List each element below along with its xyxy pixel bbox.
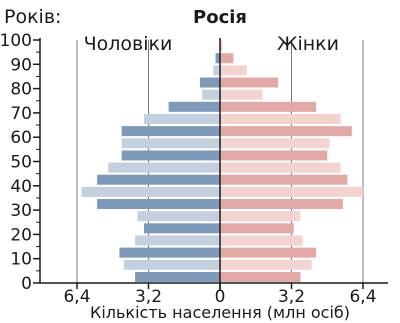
x-axis-label: Кількість населення (млн осіб) — [90, 303, 350, 322]
y-tick-label: 40 — [10, 177, 32, 197]
bar-female-35 — [220, 186, 363, 197]
bar-male-85 — [213, 65, 220, 76]
y-tick-label: 50 — [10, 153, 32, 173]
bar-female-70 — [220, 101, 317, 112]
bar-female-90 — [220, 53, 234, 64]
bar-male-80 — [199, 77, 220, 88]
bar-male-90 — [215, 53, 220, 64]
bar-female-65 — [220, 113, 341, 124]
bar-male-0 — [135, 271, 220, 282]
female-series-label: Жінки — [277, 33, 339, 55]
y-tick-label: 10 — [10, 250, 32, 270]
x-tick-label: 3,2 — [278, 287, 305, 307]
y-tick-label: 90 — [10, 55, 32, 75]
bar-female-95 — [220, 41, 223, 52]
y-tick-label: 0 — [21, 274, 32, 294]
bar-male-75 — [202, 89, 220, 100]
x-tick-label: 3,2 — [135, 287, 162, 307]
bar-female-5 — [220, 259, 312, 270]
x-tick-label: 0 — [215, 287, 226, 307]
y-tick-label: 70 — [10, 104, 32, 124]
bar-male-15 — [135, 235, 220, 246]
axes — [33, 38, 388, 290]
bar-male-60 — [121, 126, 220, 137]
bar-female-80 — [220, 77, 279, 88]
y-tick-label: 30 — [10, 201, 32, 221]
y-tick-label: 100 — [0, 31, 32, 51]
bar-female-40 — [220, 174, 348, 185]
bar-male-55 — [121, 138, 220, 149]
bar-male-30 — [97, 199, 220, 210]
bar-female-85 — [220, 65, 247, 76]
bar-female-45 — [220, 162, 341, 173]
bar-female-25 — [220, 211, 301, 222]
bar-male-45 — [108, 162, 220, 173]
chart-title: Росія — [193, 7, 247, 28]
bar-female-0 — [220, 271, 301, 282]
bar-female-55 — [220, 138, 330, 149]
bar-male-5 — [123, 259, 220, 270]
bar-male-50 — [121, 150, 220, 161]
tick-labels: 0 10 20 30 40 50 60 70 80 90 100 6,4 3,2 0 3,2 6,4 — [0, 31, 377, 307]
bar-male-65 — [144, 113, 220, 124]
x-tick-label: 6,4 — [63, 287, 90, 307]
bar-male-35 — [81, 186, 220, 197]
y-axis-label: Років: — [4, 6, 61, 28]
bar-female-20 — [220, 223, 294, 234]
bar-female-15 — [220, 235, 303, 246]
bar-female-30 — [220, 199, 343, 210]
bar-male-70 — [168, 101, 220, 112]
y-tick-label: 80 — [10, 80, 32, 100]
bar-female-10 — [220, 247, 317, 258]
bar-female-50 — [220, 150, 328, 161]
male-series-label: Чоловіки — [84, 33, 173, 55]
bar-male-40 — [97, 174, 220, 185]
bar-male-20 — [144, 223, 220, 234]
bar-male-25 — [137, 211, 220, 222]
bars — [81, 41, 363, 282]
y-tick-label: 60 — [10, 128, 32, 148]
bar-female-60 — [220, 126, 352, 137]
bar-male-10 — [119, 247, 220, 258]
x-tick-label: 6,4 — [349, 287, 376, 307]
y-tick-label: 20 — [10, 225, 32, 245]
bar-female-75 — [220, 89, 263, 100]
